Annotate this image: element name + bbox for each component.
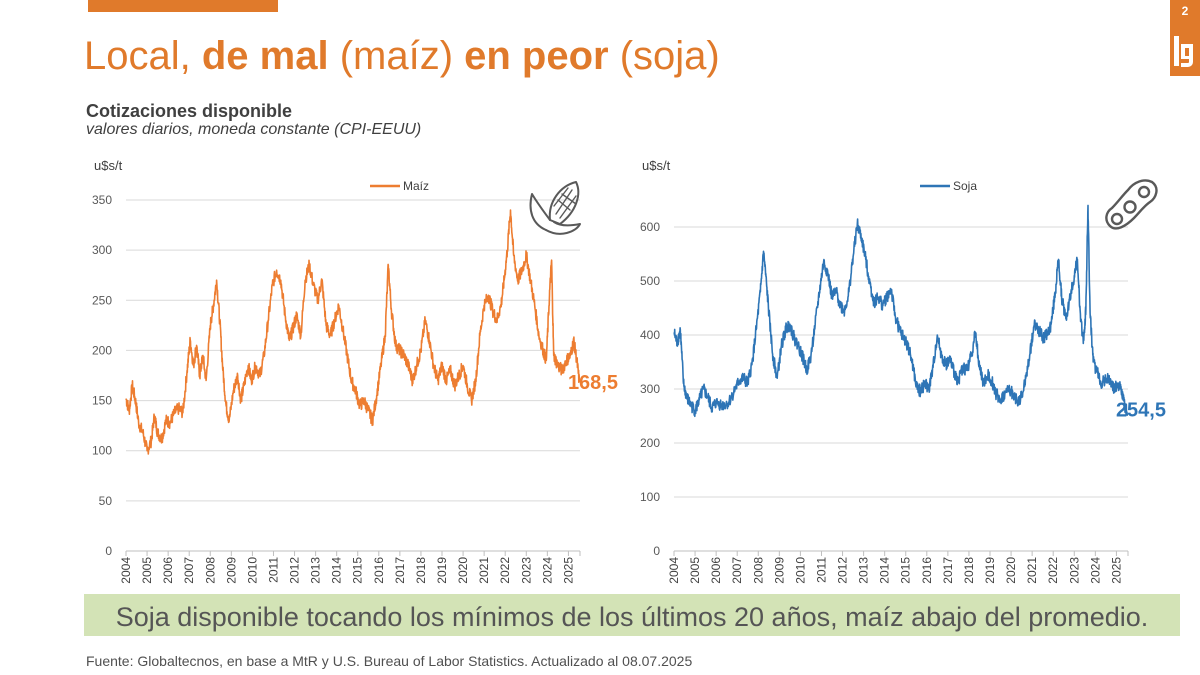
page-number: 2 (1181, 4, 1189, 18)
page-title: Local, de mal (maíz) en peor (soja) (84, 34, 720, 79)
corn-icon-husk-left (529, 193, 551, 231)
maiz-x-tick-label: 2008 (203, 557, 217, 584)
soja-y-tick-label: 0 (653, 544, 660, 558)
maiz-x-tick-label: 2006 (161, 557, 175, 584)
maiz-x-tick-label: 2015 (351, 557, 365, 584)
maiz-x-tick-label: 2022 (498, 557, 512, 584)
maiz-y-tick-label: 150 (92, 394, 112, 408)
soja-x-tick-label: 2014 (878, 557, 892, 584)
soja-x-tick-label: 2004 (667, 557, 681, 584)
title-part-1: Local, (84, 34, 202, 78)
maiz-x-tick-label: 2007 (182, 557, 196, 584)
maiz-x-tick-label: 2009 (224, 557, 238, 584)
maiz-x-tick-label: 2024 (540, 557, 554, 584)
soja-y-tick-label: 500 (640, 274, 660, 288)
maiz-y-tick-label: 0 (105, 544, 112, 558)
title-part-4: en peor (464, 34, 609, 78)
soja-x-tick-label: 2023 (1067, 557, 1081, 584)
maiz-y-tick-label: 100 (92, 444, 112, 458)
maiz-x-tick-label: 2011 (266, 557, 280, 583)
title-part-2: de mal (201, 34, 329, 78)
soja-y-axis-label: u$s/t (642, 158, 671, 173)
maiz-y-tick-label: 350 (92, 193, 112, 207)
soja-x-tick-label: 2025 (1109, 557, 1123, 584)
soja-x-tick-label: 2011 (814, 557, 828, 583)
maiz-x-tick-label: 2010 (245, 557, 259, 584)
soja-x-tick-label: 2019 (983, 557, 997, 584)
maiz-y-tick-label: 50 (99, 494, 113, 508)
title-part-5: (soja) (608, 34, 720, 78)
soja-x-tick-label: 2020 (1004, 557, 1018, 584)
maiz-last-value-label: 168,5 (568, 372, 618, 394)
maiz-chart-svg: u$s/t 0 50 100 150 200 250 300 350 2004 2005 2006 20… (92, 158, 618, 584)
chart-subtitle: Cotizaciones disponible (86, 101, 293, 121)
maiz-x-tick-label: 2018 (414, 557, 428, 584)
soja-x-tick-label: 2013 (857, 557, 871, 584)
soja-chart-svg: u$s/t 0 100 200 300 400 500 600 2004 2005 2006 2007… (640, 158, 1166, 584)
maiz-x-tick-label: 2004 (119, 557, 133, 584)
maiz-chart: u$s/t 0 50 100 150 200 250 300 350 2004 2005 2006 20… (80, 150, 620, 590)
soybean-icon-bean-3 (1137, 185, 1151, 199)
soja-x-tick-label: 2005 (688, 557, 702, 584)
chart-subtitle-detail: valores diarios, moneda constante (CPI-E… (86, 121, 422, 138)
maiz-x-tick-label: 2023 (519, 557, 533, 584)
maiz-y-tick-label: 250 (92, 293, 112, 307)
soybean-icon-pod (1105, 179, 1158, 230)
corn-icon (529, 181, 581, 235)
soja-x-tick-label: 2018 (962, 557, 976, 584)
soybean-icon (1105, 179, 1158, 230)
soja-y-tick-label: 600 (640, 220, 660, 234)
title-part-3: (maíz) (328, 34, 465, 78)
maiz-y-tick-label: 200 (92, 343, 112, 357)
soja-y-tick-label: 400 (640, 328, 660, 342)
soja-x-tick-label: 2017 (941, 557, 955, 584)
soja-x-tick-label: 2016 (920, 557, 934, 584)
maiz-x-tick-label: 2016 (372, 557, 386, 584)
maiz-x-tick-label: 2005 (140, 557, 154, 584)
conclusion-banner: Soja disponible tocando los mínimos de l… (84, 594, 1180, 636)
soja-chart: u$s/t 0 100 200 300 400 500 600 2004 2005 2006 2007… (628, 150, 1168, 590)
corn-icon-cob (548, 181, 580, 225)
brand-logo-icon (1174, 36, 1193, 67)
soja-last-value-label: 254,5 (1116, 400, 1166, 422)
soja-x-tick-label: 2007 (730, 557, 744, 584)
maiz-x-tick-label: 2020 (456, 557, 470, 584)
maiz-x-tick-label: 2012 (288, 557, 302, 584)
soybean-icon-bean-2 (1123, 200, 1137, 214)
maiz-series-line (125, 209, 581, 455)
soja-y-tick-label: 200 (640, 436, 660, 450)
soja-x-tick-label: 2022 (1046, 557, 1060, 584)
soja-x-tick-label: 2012 (836, 557, 850, 584)
top-accent-bar (88, 0, 278, 12)
source-note: Fuente: Globaltecnos, en base a MtR y U.… (86, 653, 693, 669)
soja-x-tick-label: 2024 (1088, 557, 1102, 584)
soybean-icon-bean-1 (1110, 212, 1124, 226)
soja-x-tick-label: 2008 (751, 557, 765, 584)
maiz-x-tick-label: 2025 (561, 557, 575, 584)
corn-icon-husk-right (545, 221, 581, 235)
maiz-x-tick-label: 2013 (309, 557, 323, 584)
soja-legend-label: Soja (953, 179, 977, 193)
soja-y-tick-label: 300 (640, 382, 660, 396)
maiz-y-axis-label: u$s/t (94, 158, 123, 173)
maiz-x-tick-label: 2014 (330, 557, 344, 584)
maiz-x-tick-label: 2017 (393, 557, 407, 584)
soja-x-tick-label: 2006 (709, 557, 723, 584)
brand-logo: 2 (1170, 0, 1200, 76)
soja-series-line (673, 204, 1129, 418)
soja-x-tick-label: 2009 (772, 557, 786, 584)
maiz-x-tick-label: 2021 (477, 557, 491, 584)
soja-x-tick-label: 2021 (1025, 557, 1039, 584)
maiz-x-tick-label: 2019 (435, 557, 449, 584)
maiz-legend-label: Maíz (403, 179, 429, 193)
soja-x-tick-label: 2015 (899, 557, 913, 584)
soja-x-tick-label: 2010 (793, 557, 807, 584)
soja-y-tick-label: 100 (640, 490, 660, 504)
maiz-y-tick-label: 300 (92, 243, 112, 257)
corn-icon-kernels (553, 187, 577, 219)
